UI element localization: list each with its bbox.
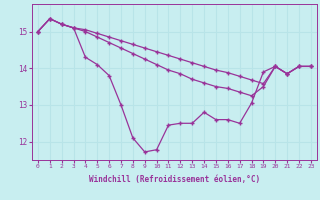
X-axis label: Windchill (Refroidissement éolien,°C): Windchill (Refroidissement éolien,°C)	[89, 175, 260, 184]
